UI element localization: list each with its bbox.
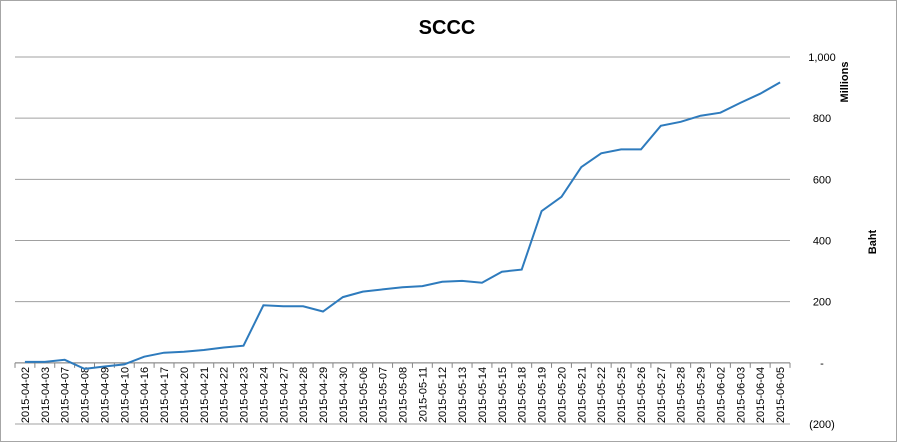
x-tick-label: 2015-04-16 [139, 367, 151, 423]
x-tick-label: 2015-05-07 [378, 367, 390, 423]
x-tick-label: 2015-04-02 [20, 367, 32, 423]
x-tick-label: 2015-04-22 [219, 367, 231, 423]
x-tick-label: 2015-04-09 [99, 367, 111, 423]
x-tick-label: 2015-04-17 [159, 367, 171, 423]
y-unit-label: Millions [839, 62, 851, 103]
x-tick-label: 2015-04-27 [278, 367, 290, 423]
chart-title: SCCC [419, 17, 476, 39]
x-tick-label: 2015-05-14 [477, 367, 489, 423]
x-tick-label: 2015-04-20 [179, 367, 191, 423]
x-tick-label: 2015-04-28 [298, 367, 310, 423]
y-tick-label: 1,000 [808, 52, 836, 64]
x-tick-label: 2015-05-21 [576, 367, 588, 423]
y-tick-label: 800 [813, 113, 831, 125]
x-tick-label: 2015-06-03 [735, 367, 747, 423]
x-tick-label: 2015-05-08 [398, 367, 410, 423]
x-tick-label: 2015-04-10 [119, 367, 131, 423]
y-tick-label: 400 [813, 236, 831, 248]
y-tick-label: 200 [813, 297, 831, 309]
x-tick-label: 2015-05-29 [696, 367, 708, 423]
y-tick-label: (200) [809, 419, 835, 431]
y-tick-label: - [820, 358, 824, 370]
x-tick-label: 2015-05-06 [358, 367, 370, 423]
x-tick-label: 2015-04-03 [40, 367, 52, 423]
x-tick-label: 2015-05-19 [537, 367, 549, 423]
x-tick-label: 2015-05-22 [596, 367, 608, 423]
x-tick-label: 2015-05-15 [497, 367, 509, 423]
x-tick-label: 2015-05-26 [636, 367, 648, 423]
x-tick-label: 2015-06-04 [755, 367, 767, 423]
x-tick-label: 2015-04-30 [338, 367, 350, 423]
x-tick-label: 2015-05-13 [457, 367, 469, 423]
y-axis-label: Baht [867, 229, 879, 254]
x-tick-label: 2015-05-27 [656, 367, 668, 423]
x-tick-label: 2015-04-08 [80, 367, 92, 423]
x-tick-label: 2015-06-02 [715, 367, 727, 423]
x-tick-label: 2015-05-18 [517, 367, 529, 423]
x-tick-label: 2015-04-24 [258, 367, 270, 423]
data-line [24, 81, 781, 370]
x-tick-label: 2015-05-28 [676, 367, 688, 423]
x-tick-label: 2015-04-21 [199, 367, 211, 423]
x-tick-label: 2015-04-07 [60, 367, 72, 423]
x-tick-label: 2015-04-23 [239, 367, 251, 423]
x-tick-label: 2015-05-20 [556, 367, 568, 423]
x-tick-label: 2015-04-29 [318, 367, 330, 423]
x-tick-label: 2015-05-12 [437, 367, 449, 423]
y-tick-label: 600 [813, 174, 831, 186]
x-tick-label: 2015-06-05 [775, 367, 787, 423]
x-tick-label: 2015-05-11 [417, 367, 429, 422]
x-tick-label: 2015-05-25 [616, 367, 628, 423]
